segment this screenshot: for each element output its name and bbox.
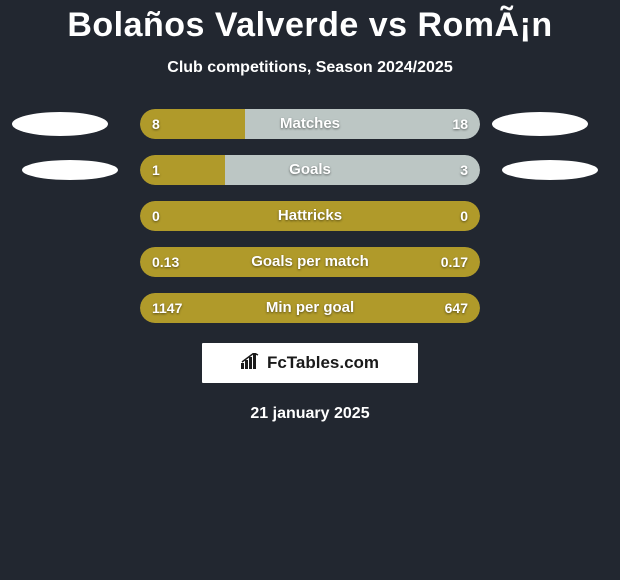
stat-label: Goals per match	[140, 247, 480, 277]
page-subtitle: Club competitions, Season 2024/2025	[0, 59, 620, 77]
stat-label: Min per goal	[140, 293, 480, 323]
stat-rows: 8 Matches 18 1 Goals 3 0 Hattricks 0	[0, 109, 620, 323]
stat-label: Goals	[140, 155, 480, 185]
player-right-ellipse	[502, 160, 598, 180]
brand-logo: FcTables.com	[202, 343, 418, 383]
stat-bar: 1147 Min per goal 647	[140, 293, 480, 323]
stat-right-value: 18	[452, 109, 468, 139]
stat-right-value: 647	[445, 293, 468, 323]
stat-row: 1147 Min per goal 647	[0, 293, 620, 323]
snapshot-date: 21 january 2025	[0, 405, 620, 423]
stat-right-value: 0	[460, 201, 468, 231]
player-left-ellipse	[22, 160, 118, 180]
stat-row: 0.13 Goals per match 0.17	[0, 247, 620, 277]
stat-row: 8 Matches 18	[0, 109, 620, 139]
stat-right-value: 3	[460, 155, 468, 185]
player-right-ellipse	[492, 112, 588, 136]
page-title: Bolaños Valverde vs RomÃ¡n	[0, 6, 620, 45]
stat-label: Matches	[140, 109, 480, 139]
brand-logo-text: FcTables.com	[267, 353, 379, 373]
stat-row: 1 Goals 3	[0, 155, 620, 185]
comparison-infographic: Bolaños Valverde vs RomÃ¡n Club competit…	[0, 6, 620, 423]
stat-bar: 8 Matches 18	[140, 109, 480, 139]
player-left-ellipse	[12, 112, 108, 136]
stat-label: Hattricks	[140, 201, 480, 231]
stat-right-value: 0.17	[441, 247, 468, 277]
stat-row: 0 Hattricks 0	[0, 201, 620, 231]
stat-bar: 0 Hattricks 0	[140, 201, 480, 231]
bar-chart-icon	[241, 353, 261, 374]
stat-bar: 1 Goals 3	[140, 155, 480, 185]
stat-bar: 0.13 Goals per match 0.17	[140, 247, 480, 277]
